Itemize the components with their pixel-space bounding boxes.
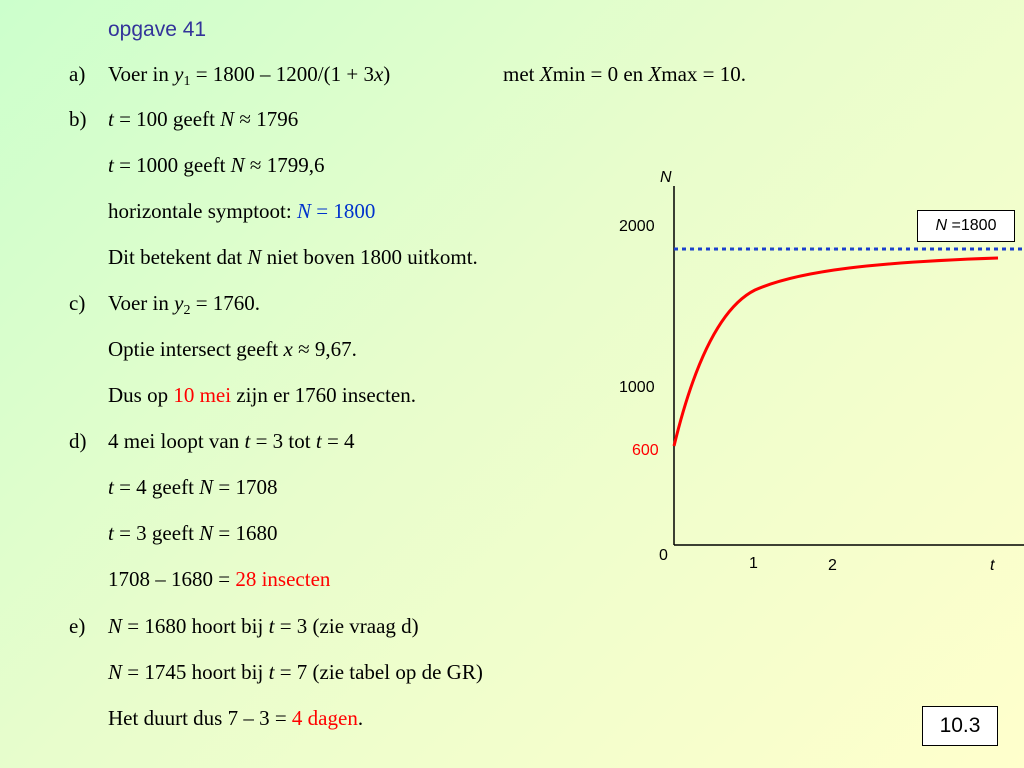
exercise-title: opgave 41 [108,18,207,41]
part-label-a: a) [69,62,86,86]
y-tick-600: 600 [632,442,659,459]
y-axis-label: N [660,169,672,186]
growth-curve [672,256,999,447]
origin-label: 0 [659,547,668,564]
asymptote-box: N =1800 [917,210,1015,242]
part-label-e: e) [69,614,86,638]
slide-number: 10.3 [922,706,998,746]
part-label-d: d) [69,429,87,453]
y-tick-2000: 2000 [619,218,655,235]
part-label-b: b) [69,107,87,131]
x-tick-2: 2 [828,557,837,574]
part-label-c: c) [69,291,86,315]
x-axis-label: t [990,557,995,574]
x-tick-1: 1 [749,555,758,572]
y-tick-1000: 1000 [619,379,655,396]
